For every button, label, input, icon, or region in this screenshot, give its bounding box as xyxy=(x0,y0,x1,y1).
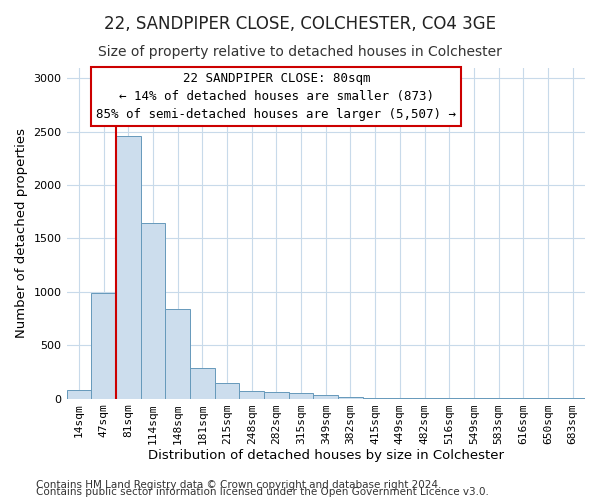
Bar xyxy=(338,396,363,398)
Text: Size of property relative to detached houses in Colchester: Size of property relative to detached ho… xyxy=(98,45,502,59)
Bar xyxy=(289,392,313,398)
Text: Contains HM Land Registry data © Crown copyright and database right 2024.: Contains HM Land Registry data © Crown c… xyxy=(36,480,442,490)
Bar xyxy=(165,309,190,398)
Bar xyxy=(264,392,289,398)
Bar xyxy=(215,383,239,398)
Bar xyxy=(239,391,264,398)
Bar xyxy=(116,136,140,398)
Y-axis label: Number of detached properties: Number of detached properties xyxy=(15,128,28,338)
Text: 22 SANDPIPER CLOSE: 80sqm
← 14% of detached houses are smaller (873)
85% of semi: 22 SANDPIPER CLOSE: 80sqm ← 14% of detac… xyxy=(97,72,457,121)
Bar xyxy=(67,390,91,398)
X-axis label: Distribution of detached houses by size in Colchester: Distribution of detached houses by size … xyxy=(148,450,504,462)
Bar xyxy=(91,293,116,399)
Bar xyxy=(190,368,215,398)
Bar xyxy=(313,396,338,398)
Text: Contains public sector information licensed under the Open Government Licence v3: Contains public sector information licen… xyxy=(36,487,489,497)
Text: 22, SANDPIPER CLOSE, COLCHESTER, CO4 3GE: 22, SANDPIPER CLOSE, COLCHESTER, CO4 3GE xyxy=(104,15,496,33)
Bar xyxy=(140,224,165,398)
